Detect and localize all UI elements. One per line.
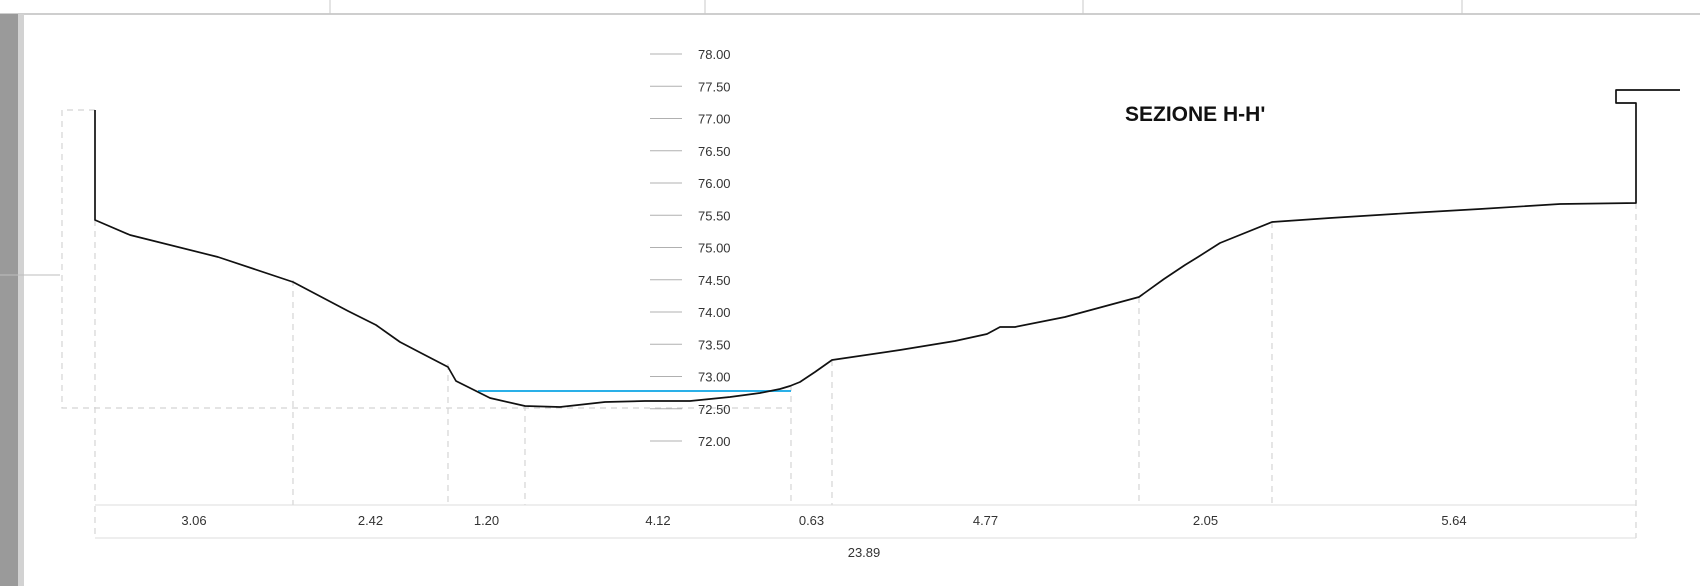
segment-width-label: 4.77 (973, 513, 998, 528)
elevation-label: 77.00 (698, 112, 731, 127)
segment-width-label: 2.05 (1193, 513, 1218, 528)
section-title: SEZIONE H-H' (1125, 103, 1265, 126)
elevation-label: 73.00 (698, 370, 731, 385)
segment-width-label: 1.20 (474, 513, 499, 528)
elevation-label: 74.50 (698, 273, 731, 288)
segment-width-labels: 3.06 2.42 1.20 4.12 0.63 4.77 2.05 5.64 (181, 513, 1466, 528)
elevation-label: 78.00 (698, 47, 731, 62)
segment-width-label: 2.42 (358, 513, 383, 528)
elevation-label: 72.50 (698, 402, 731, 417)
elevation-label: 76.50 (698, 144, 731, 159)
elevation-scale: 78.00 77.50 77.00 76.50 76.00 75.50 75.00 74.50… (650, 47, 731, 449)
dimension-chain: 3.06 2.42 1.20 4.12 0.63 4.77 2.05 5.64 23.89 (95, 504, 1636, 560)
elevation-label: 72.00 (698, 434, 731, 449)
elevation-label: 74.00 (698, 305, 731, 320)
terrain-profile-line (94, 89, 1680, 408)
segment-width-label: 3.06 (181, 513, 206, 528)
segment-width-label: 0.63 (799, 513, 824, 528)
elevation-label: 76.00 (698, 176, 731, 191)
construction-guides (61, 109, 1637, 538)
segment-width-label: 4.12 (645, 513, 670, 528)
elevation-label: 75.00 (698, 241, 731, 256)
total-width-label: 23.89 (848, 545, 881, 560)
elevation-label: 77.50 (698, 79, 731, 94)
elevation-label: 73.50 (698, 337, 731, 352)
segment-width-label: 5.64 (1441, 513, 1466, 528)
elevation-label: 75.50 (698, 208, 731, 223)
left-margin-shadow (0, 14, 22, 586)
